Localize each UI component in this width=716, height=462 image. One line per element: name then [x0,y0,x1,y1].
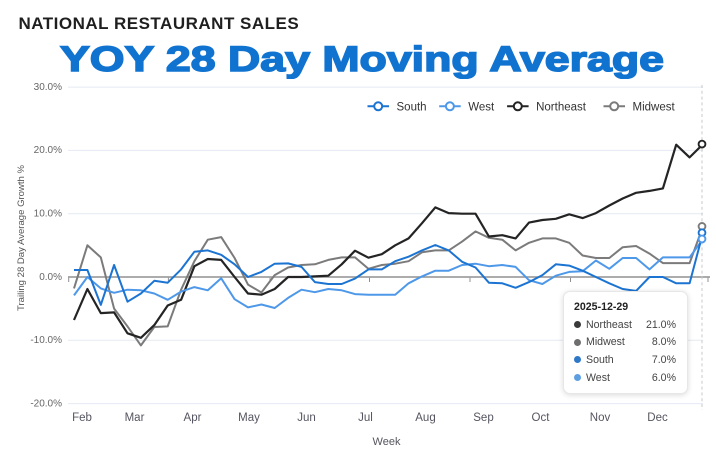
svg-text:-20.0%: -20.0% [30,398,62,409]
svg-text:Feb: Feb [72,412,92,424]
svg-text:Aug: Aug [415,412,435,424]
svg-text:30.0%: 30.0% [34,82,62,93]
svg-text:Sep: Sep [473,412,493,424]
svg-text:Northeast: Northeast [536,101,587,113]
svg-text:Jun: Jun [297,412,316,424]
svg-text:-10.0%: -10.0% [30,335,62,346]
svg-text:Nov: Nov [590,412,611,424]
svg-text:May: May [238,412,260,424]
svg-text:Apr: Apr [184,412,202,424]
svg-text:South: South [397,101,427,113]
svg-text:Oct: Oct [532,412,551,424]
svg-text:Trailing 28 Day Average Growth: Trailing 28 Day Average Growth % [16,165,26,311]
svg-text:Midwest: Midwest [633,101,676,113]
svg-text:Week: Week [373,436,401,448]
svg-text:0.0%: 0.0% [39,272,62,283]
svg-text:Mar: Mar [125,412,145,424]
svg-text:Dec: Dec [647,412,668,424]
svg-text:West: West [468,101,495,113]
svg-text:Jul: Jul [358,412,373,424]
svg-text:10.0%: 10.0% [34,209,62,220]
svg-text:20.0%: 20.0% [34,145,62,156]
